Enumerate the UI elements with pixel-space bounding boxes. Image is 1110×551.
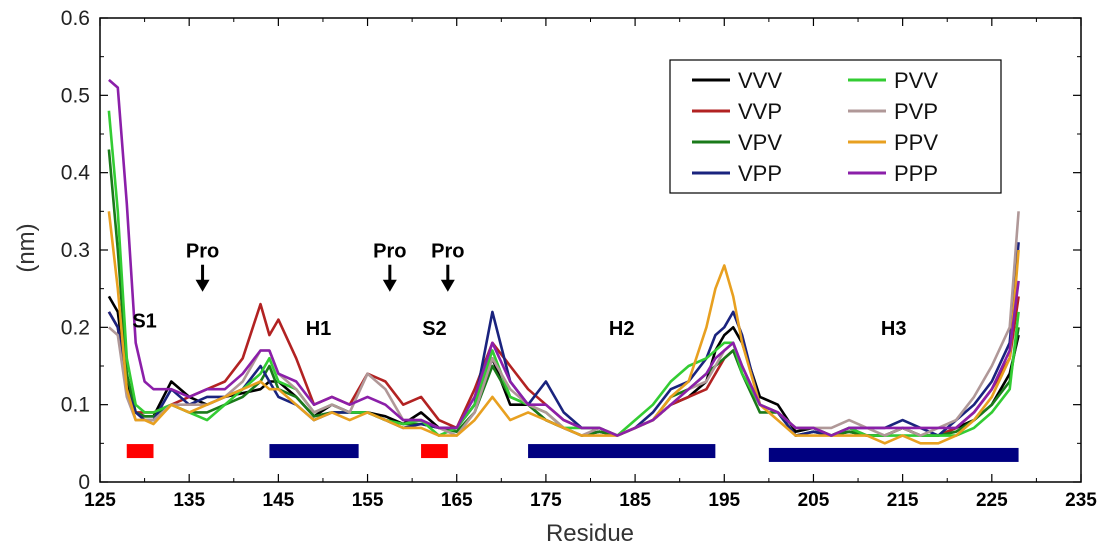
legend-label-ppp: PPP [894,161,938,186]
secondary-structure-bars [126,444,1019,462]
x-tick-label: 235 [1065,490,1097,511]
legend-label-pvv: PVV [894,68,938,93]
annotations: Pro Pro Pro S1 H1 S2 H2 H3 [132,241,906,340]
region-label: H3 [881,318,907,340]
axis-ticks: 125 135 145 155 165 175 185 195 205 215 225 235 0 0.1… [61,7,1097,511]
helix-bar [269,444,359,459]
x-tick-label: 165 [441,490,473,511]
region-label: S2 [422,318,446,340]
region-label: H2 [609,318,635,340]
helix-bar [528,444,716,459]
strand-bar [421,444,448,459]
x-tick-label: 175 [530,490,562,511]
y-tick-label: 0.4 [61,162,91,185]
y-tick-label: 0.3 [61,239,90,262]
pro-annotation-label: Pro [373,241,406,263]
down-arrow-icon [382,279,397,292]
x-tick-label: 125 [84,490,116,511]
series-line-ppv [107,211,1020,445]
x-tick-label: 205 [798,490,830,511]
y-tick-label: 0.2 [61,316,90,339]
legend-label-vvp: VVP [738,99,782,124]
x-tick-label: 135 [173,490,205,511]
x-tick-label: 145 [263,490,295,511]
x-tick-label: 195 [708,490,740,511]
legend-box [669,59,1002,194]
y-tick-label: 0.5 [61,84,90,107]
y-tick-label: 0 [78,471,90,494]
legend: VVV VVP VPV VPP PVV PVP PPV PPP [669,59,1002,194]
legend-label-pvp: PVP [894,99,938,124]
y-tick-label: 0.6 [61,7,90,30]
legend-label-vvv: VVV [738,68,782,93]
down-arrow-icon [440,279,455,292]
series-line-ppp [108,78,1020,437]
legend-label-vpp: VPP [738,161,782,186]
helix-bar [768,447,1019,462]
region-label: H1 [306,318,332,340]
region-label: S1 [132,310,156,332]
legend-label-vpv: VPV [738,130,782,155]
x-tick-label: 155 [352,490,384,511]
y-axis-label: (nm) [13,223,40,272]
down-arrow-icon [195,279,210,292]
y-tick-label: 0.1 [61,394,90,417]
x-tick-label: 225 [976,490,1008,511]
x-tick-label: 185 [619,490,651,511]
pro-annotation-label: Pro [186,241,219,263]
series-lines [107,78,1020,445]
pro-annotation-label: Pro [431,241,464,263]
x-tick-label: 215 [887,490,919,511]
series-line-pvp [108,211,1020,437]
strand-bar [126,444,154,459]
legend-label-ppv: PPV [894,130,938,155]
x-axis-label: Residue [546,520,634,547]
